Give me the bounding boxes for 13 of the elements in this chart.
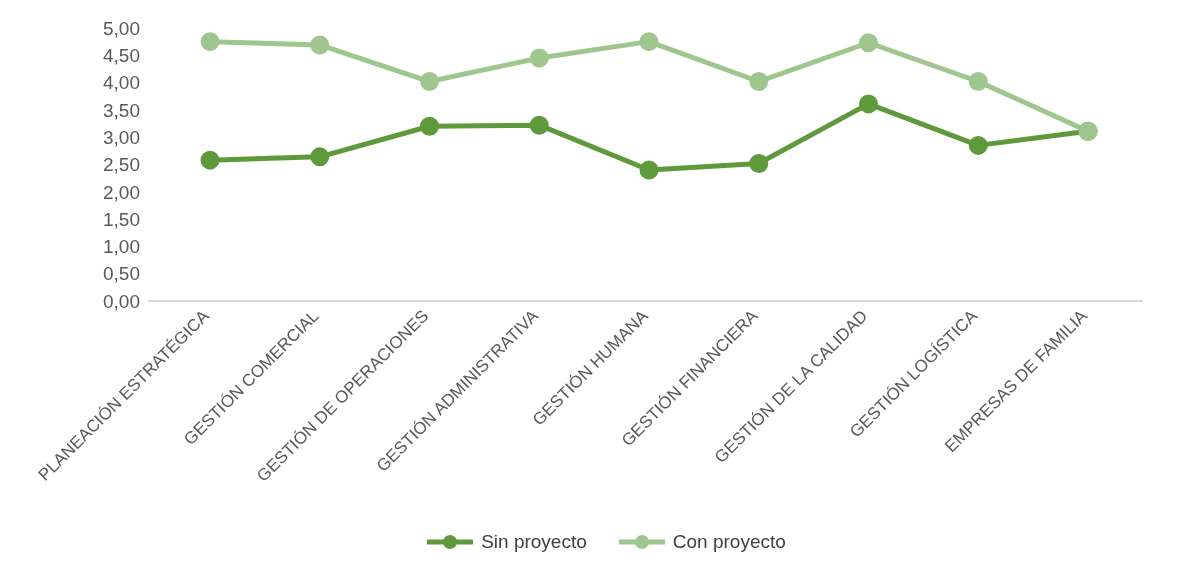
legend-label: Con proyecto	[671, 531, 786, 553]
y-tick-label: 4,00	[103, 72, 140, 94]
y-tick-label: 3,50	[103, 99, 140, 121]
y-tick-label: 2,00	[103, 181, 140, 203]
y-tick-label: 4,50	[103, 45, 140, 67]
y-tick-label: 1,00	[103, 236, 140, 258]
y-tick-label: 1,50	[103, 208, 140, 230]
legend-label: Sin proyecto	[480, 531, 587, 553]
y-tick-label: 3,00	[103, 126, 140, 148]
y-tick-label: 0,50	[103, 263, 140, 285]
y-tick-label: 0,00	[103, 290, 140, 312]
y-tick-label: 5,00	[103, 17, 140, 39]
y-tick-label: 2,50	[103, 154, 140, 176]
